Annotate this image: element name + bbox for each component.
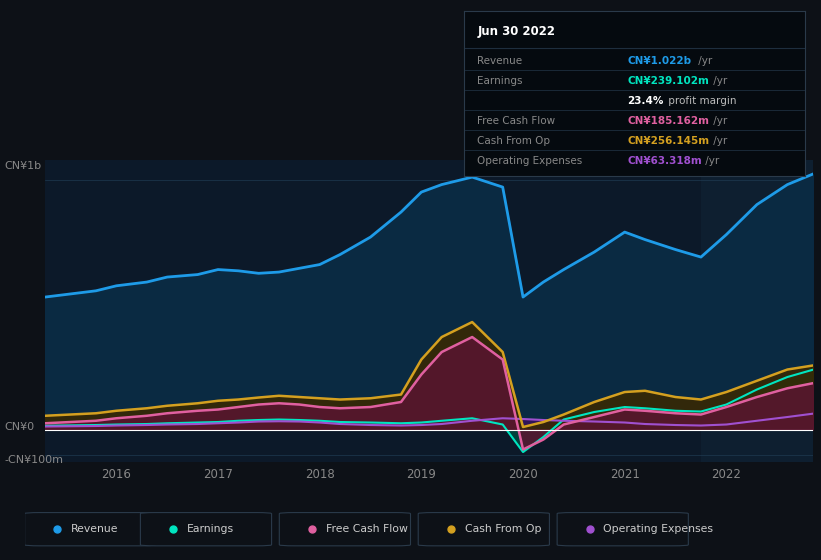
Text: profit margin: profit margin [665,96,736,106]
Text: CN¥1b: CN¥1b [4,161,41,171]
Text: Earnings: Earnings [478,76,523,86]
Text: /yr: /yr [695,56,712,66]
Text: /yr: /yr [702,156,720,166]
Bar [701,160,813,462]
Text: -CN¥100m: -CN¥100m [4,455,63,465]
Text: CN¥185.162m: CN¥185.162m [627,116,709,126]
FancyBboxPatch shape [279,512,410,546]
Text: Free Cash Flow: Free Cash Flow [478,116,556,126]
FancyBboxPatch shape [25,512,156,546]
FancyBboxPatch shape [418,512,549,546]
Text: /yr: /yr [710,76,727,86]
Text: /yr: /yr [710,136,727,146]
Text: CN¥0: CN¥0 [4,422,34,432]
Text: Jun 30 2022: Jun 30 2022 [478,25,556,38]
Text: Cash From Op: Cash From Op [478,136,551,146]
Text: CN¥256.145m: CN¥256.145m [627,136,709,146]
Text: /yr: /yr [710,116,727,126]
Text: CN¥239.102m: CN¥239.102m [627,76,709,86]
Text: Earnings: Earnings [186,524,234,534]
Text: CN¥1.022b: CN¥1.022b [627,56,691,66]
Text: Free Cash Flow: Free Cash Flow [326,524,407,534]
Text: Revenue: Revenue [71,524,118,534]
Text: 23.4%: 23.4% [627,96,664,106]
Text: Operating Expenses: Operating Expenses [478,156,583,166]
Text: CN¥63.318m: CN¥63.318m [627,156,702,166]
FancyBboxPatch shape [140,512,272,546]
Text: Operating Expenses: Operating Expenses [603,524,713,534]
Text: Revenue: Revenue [478,56,523,66]
Text: Cash From Op: Cash From Op [465,524,541,534]
FancyBboxPatch shape [557,512,688,546]
